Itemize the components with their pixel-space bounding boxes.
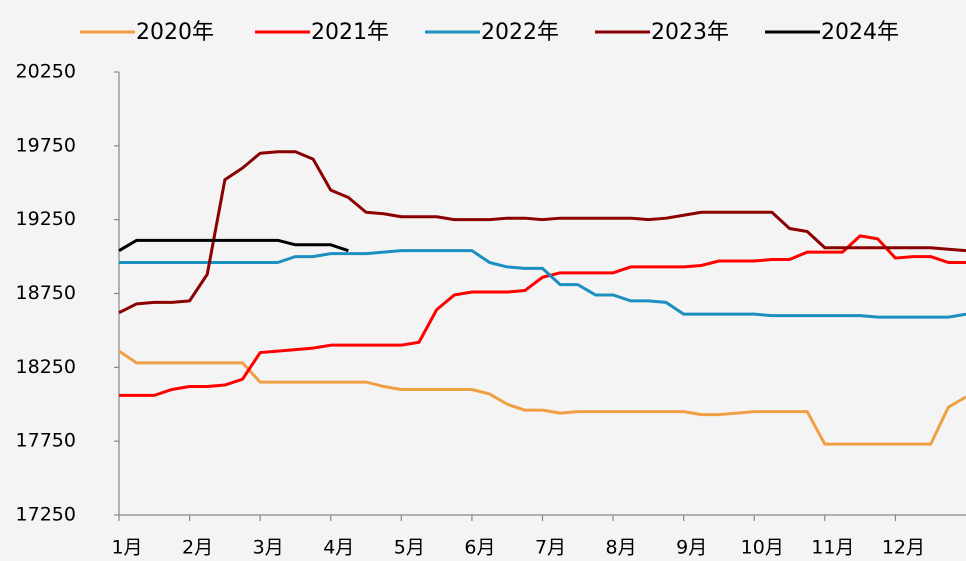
y-tick-label: 19250 xyxy=(16,208,76,230)
y-tick-label: 17250 xyxy=(16,504,76,526)
legend-label: 2021年 xyxy=(311,20,389,45)
legend-label: 2023年 xyxy=(651,20,729,45)
x-tick-label: 6月 xyxy=(464,537,495,559)
y-tick-label: 18750 xyxy=(16,282,76,304)
series-line xyxy=(119,249,966,319)
legend-label: 2024年 xyxy=(821,20,899,45)
x-tick-label: 4月 xyxy=(323,537,354,559)
y-tick-label: 18250 xyxy=(16,356,76,378)
series-line xyxy=(118,238,349,253)
y-tick-label: 20250 xyxy=(16,61,76,83)
x-tick-label: 2月 xyxy=(182,537,213,559)
x-tick-label: 1月 xyxy=(111,537,142,559)
y-tick-label: 19750 xyxy=(16,134,76,156)
x-tick-label: 3月 xyxy=(253,537,284,559)
x-tick-label: 12月 xyxy=(882,537,925,559)
x-tick-label: 7月 xyxy=(535,537,566,559)
y-tick-label: 17750 xyxy=(16,430,76,452)
x-tick-label: 11月 xyxy=(811,537,854,559)
x-tick-label: 9月 xyxy=(676,537,707,559)
legend-label: 2020年 xyxy=(136,20,214,45)
series-line xyxy=(118,150,966,315)
x-tick-label: 8月 xyxy=(606,537,637,559)
series-line xyxy=(119,234,966,397)
series-line xyxy=(118,349,966,446)
legend-label: 2022年 xyxy=(481,20,559,45)
x-tick-label: 5月 xyxy=(394,537,425,559)
x-tick-label: 10月 xyxy=(741,537,784,559)
